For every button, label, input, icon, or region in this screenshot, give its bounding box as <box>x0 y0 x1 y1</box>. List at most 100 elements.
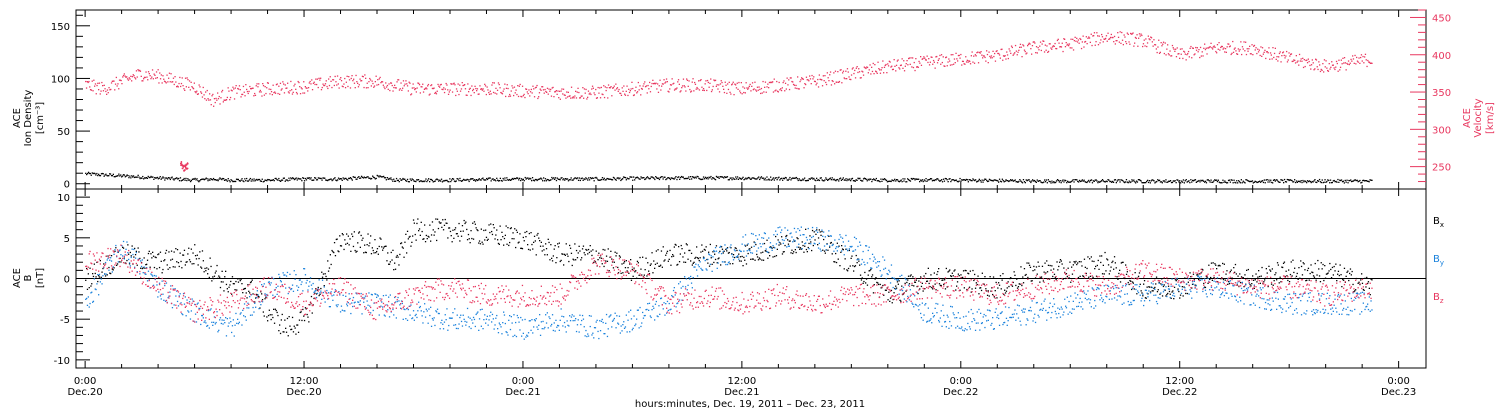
b-bx-point <box>1033 265 1035 268</box>
b-bx-point <box>95 276 97 278</box>
b-bx-point <box>480 228 482 230</box>
density-point <box>1009 180 1011 182</box>
b-bx-point <box>1101 273 1104 275</box>
velocity-point <box>200 91 202 93</box>
b-bx-point <box>1031 280 1033 282</box>
density-point <box>1111 181 1113 183</box>
velocity-point <box>159 72 161 74</box>
density-point <box>1074 179 1076 181</box>
velocity-point <box>986 53 989 56</box>
b-bx-point <box>1009 277 1011 280</box>
b-bx-point <box>1269 269 1271 271</box>
velocity-point <box>793 84 796 86</box>
b-bx-point <box>987 290 989 292</box>
b-bx-point <box>533 241 535 243</box>
velocity-point <box>518 85 520 87</box>
b-bx-point <box>711 263 713 265</box>
b-bx-point <box>237 278 239 280</box>
velocity-point <box>572 96 574 98</box>
velocity-point <box>844 78 846 80</box>
density-point <box>554 178 556 180</box>
b-bx-point <box>305 308 307 310</box>
b-bx-point <box>417 218 419 220</box>
density-point <box>222 177 224 180</box>
b-bx-point <box>900 300 902 302</box>
b-bx-point <box>1026 262 1028 264</box>
density-point <box>1297 180 1299 182</box>
velocity-point <box>843 77 845 79</box>
velocity-point <box>1034 42 1036 44</box>
density-point <box>558 178 560 180</box>
b-bx-point <box>940 284 942 287</box>
b-bx-point <box>1279 276 1281 278</box>
b-by-point <box>172 288 174 290</box>
velocity-point <box>1335 66 1337 68</box>
density-point <box>542 180 544 182</box>
b-bx-point <box>610 250 612 252</box>
density-point <box>485 179 487 181</box>
velocity-point <box>116 85 118 87</box>
density-point <box>162 176 164 178</box>
b-bx-point <box>267 314 270 317</box>
b-by-point <box>151 274 153 276</box>
density-point <box>1298 180 1300 182</box>
density-point <box>740 178 742 180</box>
density-point <box>1368 181 1370 183</box>
velocity-point <box>621 87 623 89</box>
b-bx-point <box>1275 272 1277 274</box>
b-bx-point <box>871 274 874 276</box>
b-bx-point <box>847 267 850 270</box>
b-bx-point <box>1265 268 1267 270</box>
velocity-point <box>225 99 228 101</box>
velocity-point <box>603 85 605 87</box>
velocity-point <box>1329 68 1331 70</box>
b-bx-point <box>241 283 243 285</box>
density-point <box>796 178 798 180</box>
velocity-point <box>217 98 220 100</box>
b-bx-point <box>1110 266 1112 268</box>
b-bx-point <box>1312 271 1314 274</box>
density-point <box>617 177 619 179</box>
velocity-point <box>1117 36 1120 38</box>
density-point <box>728 179 730 181</box>
density-point <box>929 178 931 181</box>
density-point <box>1200 179 1202 181</box>
b-bx-point <box>651 252 653 254</box>
velocity-point <box>595 97 598 99</box>
density-point <box>1175 182 1177 184</box>
velocity-point <box>1246 48 1248 50</box>
velocity-point <box>295 91 298 94</box>
b-bx-point <box>1370 278 1372 280</box>
b-bx-point <box>1219 265 1221 267</box>
b-bx-point <box>657 249 659 251</box>
b-bx-point <box>487 238 489 240</box>
velocity-point <box>753 88 755 90</box>
b-by-point <box>102 275 104 277</box>
density-point <box>592 177 594 179</box>
b-bx-point <box>158 266 161 269</box>
b-bx-point <box>365 251 367 254</box>
density-point <box>750 178 752 180</box>
velocity-point <box>801 78 804 80</box>
b-bx-point <box>376 250 378 253</box>
velocity-point <box>234 87 236 89</box>
b-bx-point <box>260 291 262 293</box>
b-bx-point <box>1074 262 1076 264</box>
density-point <box>867 178 869 180</box>
density-point <box>207 180 209 182</box>
velocity-point <box>710 90 713 93</box>
density-point <box>699 178 701 180</box>
b-by-point <box>142 272 144 274</box>
b-bx-point <box>874 278 876 280</box>
velocity-point <box>339 78 341 80</box>
velocity-point <box>337 83 339 85</box>
b-bx-point <box>799 247 802 249</box>
b-bx-point <box>812 244 814 247</box>
velocity-point <box>748 85 750 87</box>
velocity-point <box>783 80 785 82</box>
velocity-point <box>168 72 171 74</box>
density-point <box>243 180 245 183</box>
b-bx-point <box>1190 276 1192 278</box>
density-point <box>939 180 941 182</box>
